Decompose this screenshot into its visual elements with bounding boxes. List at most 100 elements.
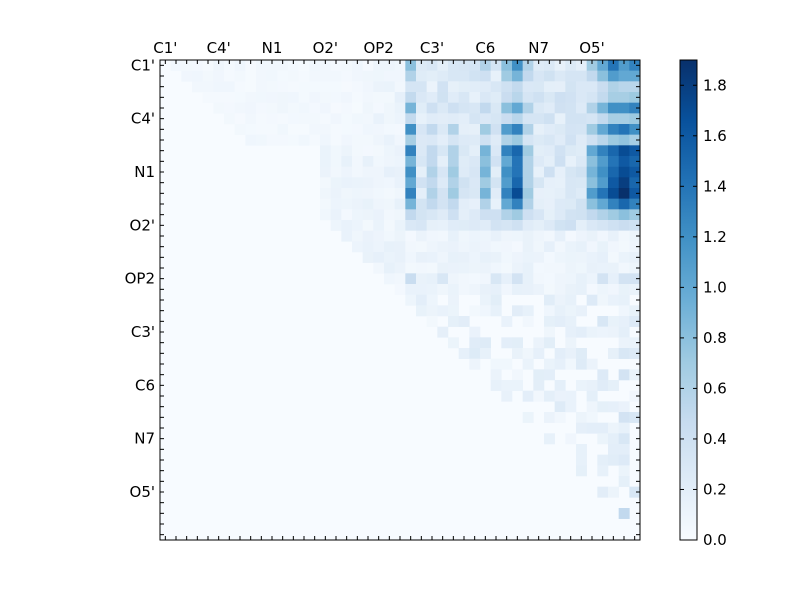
heatmap-cell <box>362 60 374 71</box>
heatmap-cell <box>522 124 534 135</box>
heatmap-cell <box>522 113 534 125</box>
heatmap-cell <box>512 156 523 167</box>
heatmap-cell <box>608 273 619 285</box>
heatmap-cell <box>416 220 427 231</box>
heatmap-cell <box>490 198 502 210</box>
heatmap-cell <box>629 486 641 498</box>
heatmap-cell <box>576 220 587 231</box>
heatmap-cell <box>362 166 374 178</box>
heatmap-cell <box>256 102 267 114</box>
heatmap-cell <box>288 60 299 71</box>
heatmap-cell <box>533 166 545 178</box>
heatmap-cell <box>469 273 481 285</box>
heatmap-cell <box>416 273 427 285</box>
heatmap-cell <box>362 70 374 82</box>
heatmap-cell <box>618 262 630 274</box>
heatmap-cell <box>533 113 545 125</box>
heatmap-cell <box>576 60 587 71</box>
heatmap-cell <box>224 113 235 125</box>
heatmap-cell <box>362 81 374 93</box>
x-tick-label: C1' <box>153 39 177 57</box>
x-tick-label: C4' <box>207 39 231 57</box>
heatmap-cell <box>320 70 331 82</box>
heatmap-cell <box>512 145 523 157</box>
heatmap-cell <box>586 252 598 263</box>
heatmap-cell <box>330 81 342 93</box>
heatmap-cell <box>565 124 577 135</box>
heatmap-cell <box>608 70 619 82</box>
heatmap-cell <box>565 230 577 242</box>
heatmap-cell <box>416 209 427 221</box>
heatmap-cell <box>320 113 331 125</box>
heatmap-cell <box>597 230 609 242</box>
heatmap-cell <box>576 113 587 125</box>
heatmap-cell <box>266 113 278 125</box>
heatmap-cell <box>256 124 267 135</box>
heatmap-cell <box>394 177 406 189</box>
heatmap-cell <box>586 134 598 146</box>
heatmap-cell <box>426 198 438 210</box>
heatmap-cell <box>629 198 641 210</box>
heatmap-cell <box>309 81 321 93</box>
heatmap-cell <box>234 102 246 114</box>
heatmap-cell <box>501 145 513 157</box>
heatmap-cell <box>405 177 417 189</box>
heatmap-cell <box>394 70 406 82</box>
heatmap-cell <box>469 252 481 263</box>
heatmap-cell <box>629 262 641 274</box>
heatmap-cell <box>469 262 481 274</box>
heatmap-cell <box>501 380 513 391</box>
heatmap-cell <box>608 241 619 253</box>
heatmap-cell <box>341 156 353 167</box>
heatmap-cell <box>501 390 513 402</box>
heatmap-cell <box>181 60 193 71</box>
x-tick-label: C6 <box>475 39 495 57</box>
heatmap-cell <box>480 252 491 263</box>
heatmap-cell <box>384 262 395 274</box>
heatmap-cell <box>341 145 353 157</box>
heatmap-cell <box>416 198 427 210</box>
heatmap-cell <box>554 198 566 210</box>
heatmap-cell <box>522 220 534 231</box>
heatmap-cell <box>362 198 374 210</box>
heatmap-cell <box>458 262 470 274</box>
heatmap-cell <box>490 188 502 199</box>
heatmap-cell <box>544 273 555 285</box>
heatmap-cell <box>245 134 257 146</box>
heatmap-cell <box>480 134 491 146</box>
heatmap-cell <box>565 316 577 327</box>
heatmap-cell <box>469 92 481 103</box>
heatmap-cell <box>320 102 331 114</box>
heatmap-cell <box>405 113 417 125</box>
heatmap-cell <box>448 294 459 306</box>
heatmap-cell <box>426 145 438 157</box>
heatmap-cell <box>501 252 513 263</box>
heatmap-cell <box>480 81 491 93</box>
heatmap-cell <box>437 177 449 189</box>
heatmap-cell <box>576 348 587 359</box>
heatmap-cell <box>522 348 534 359</box>
heatmap-cell <box>384 124 395 135</box>
heatmap-cell <box>533 102 545 114</box>
heatmap-cell <box>437 230 449 242</box>
heatmap-cell <box>490 262 502 274</box>
heatmap-cell <box>448 241 459 253</box>
heatmap-cell <box>533 134 545 146</box>
heatmap-cell <box>234 81 246 93</box>
heatmap-cell <box>618 188 630 199</box>
heatmap-cell <box>405 134 417 146</box>
heatmap-cell <box>394 124 406 135</box>
heatmap-cell <box>597 273 609 285</box>
heatmap-cell <box>576 209 587 221</box>
heatmap-cell <box>576 198 587 210</box>
heatmap-cell <box>448 124 459 135</box>
heatmap-cell <box>426 209 438 221</box>
heatmap-cell <box>480 230 491 242</box>
heatmap-cell <box>533 230 545 242</box>
heatmap-cell <box>469 337 481 349</box>
heatmap-cell <box>384 220 395 231</box>
heatmap-cell <box>426 241 438 253</box>
colorbar <box>679 59 698 541</box>
heatmap-cell <box>320 209 331 221</box>
heatmap-cell <box>352 145 363 157</box>
